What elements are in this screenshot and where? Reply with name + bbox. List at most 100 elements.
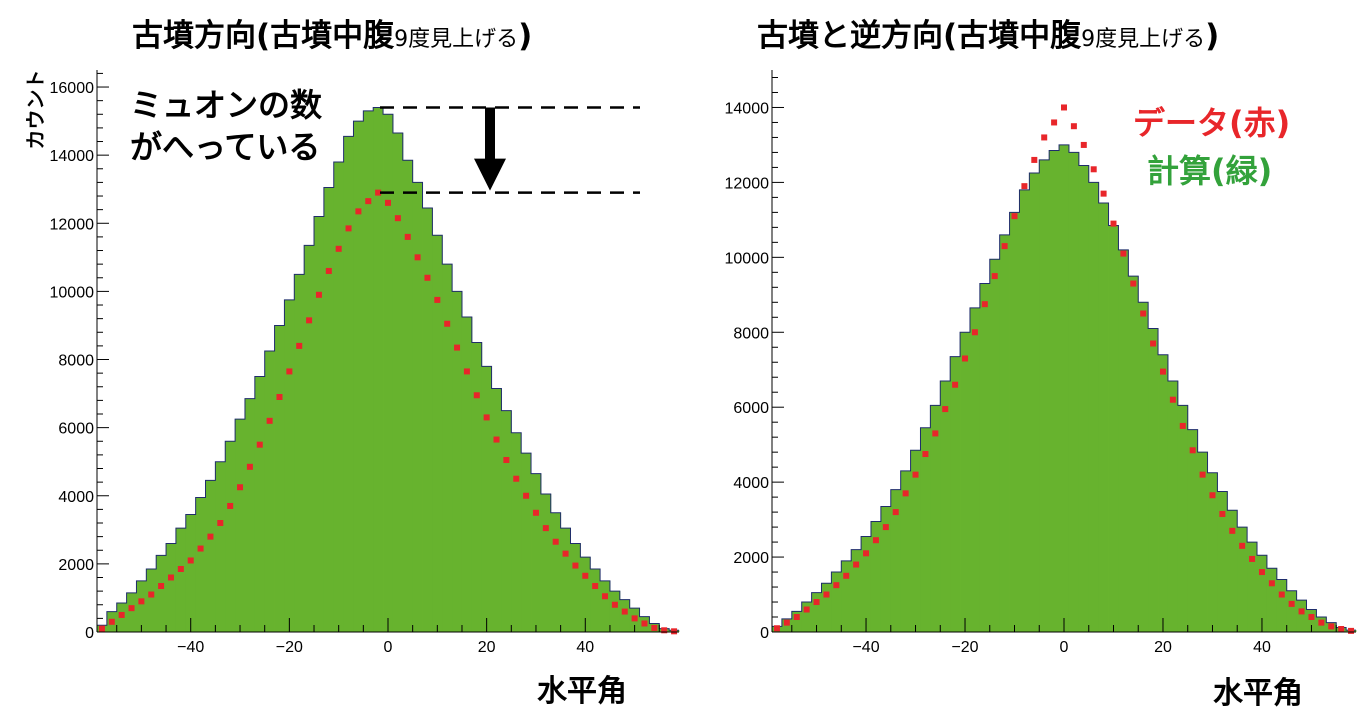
data-point (1338, 626, 1345, 633)
histogram-bar (392, 133, 404, 632)
data-point (611, 601, 618, 608)
annotation-line-2: がへっている (130, 128, 321, 166)
data-point (1159, 368, 1166, 375)
histogram-bar (890, 489, 902, 632)
data-point (1169, 396, 1176, 403)
data-point (1140, 310, 1147, 317)
data-point (1298, 608, 1305, 615)
data-point (1021, 183, 1028, 190)
histogram-bar (353, 121, 364, 632)
data-point (355, 208, 362, 215)
data-point (912, 471, 919, 478)
data-point (1080, 141, 1087, 148)
histogram-bar (294, 274, 305, 632)
histogram-bar (442, 264, 453, 632)
histogram-bar (175, 528, 187, 632)
data-point (1061, 104, 1067, 111)
histogram-bar (1227, 510, 1238, 632)
data-point (843, 572, 850, 579)
histogram-bar (461, 316, 473, 632)
histogram-bar (215, 461, 226, 632)
x-tick-label: 0 (1060, 639, 1069, 656)
data-point (98, 625, 105, 632)
histogram-bar (1177, 405, 1189, 632)
data-point (463, 368, 470, 375)
data-point (823, 591, 830, 598)
data-point (942, 406, 949, 413)
data-point (207, 533, 214, 540)
y-tick-label: 8000 (733, 325, 769, 342)
chart-title-right: 古墳と逆方向(古墳中腹9度見上げる) (757, 10, 1219, 55)
histogram-bar (205, 480, 216, 632)
histogram-outline (96, 106, 679, 632)
histogram-bar (1276, 579, 1288, 632)
histogram-bar (422, 207, 433, 633)
histogram-bar (501, 410, 512, 632)
histogram-bar (146, 568, 157, 632)
data-point (148, 591, 155, 598)
histogram-bar (373, 107, 384, 632)
histogram-bar (343, 136, 354, 632)
data-point (1090, 166, 1097, 173)
histogram-bar (1296, 600, 1307, 632)
y-tick-label: 2000 (733, 550, 769, 567)
data-point (513, 475, 520, 482)
histogram-bar (521, 453, 532, 632)
data-point (335, 245, 342, 252)
histogram-bar (1088, 182, 1100, 632)
data-point (922, 451, 929, 458)
data-point (991, 273, 998, 280)
x-tick-label: 0 (384, 639, 393, 656)
data-point (158, 583, 165, 590)
y-tick-label: 2000 (58, 557, 94, 574)
data-point (1239, 542, 1246, 549)
histogram-bar (1247, 542, 1258, 632)
data-point (1318, 619, 1325, 626)
x-tick-label: −20 (951, 639, 978, 656)
histogram-bar (1148, 328, 1159, 632)
data-point (375, 189, 382, 196)
histogram-bar (284, 299, 295, 632)
data-point (444, 320, 451, 327)
data-point (971, 329, 978, 336)
histogram-bar (969, 307, 981, 632)
x-tick-label: 20 (478, 639, 496, 656)
histogram-bar (880, 506, 892, 632)
data-point (833, 582, 840, 589)
histogram-bar (264, 351, 275, 632)
data-point (542, 525, 549, 532)
histogram-bar (1029, 173, 1040, 633)
histogram-bar (452, 291, 463, 632)
chart-title-left: 古墳方向(古墳中腹9度見上げる) (132, 10, 532, 55)
histogram-bar (244, 398, 256, 632)
histogram-bar (609, 591, 621, 632)
data-point (882, 524, 889, 531)
histogram-bar (1068, 152, 1080, 632)
data-point (424, 274, 431, 281)
data-point (1249, 555, 1256, 562)
histogram-bar (930, 405, 941, 632)
data-point (863, 550, 870, 557)
data-point (483, 414, 490, 421)
x-axis-label-right: 水平角 (1213, 676, 1303, 711)
data-point (1219, 510, 1226, 517)
histogram-bar (156, 555, 167, 632)
y-tick-label: 4000 (733, 475, 769, 492)
histogram-bar (870, 521, 882, 632)
data-point (1209, 492, 1216, 499)
histogram-bar (304, 245, 315, 633)
histogram-bar (900, 470, 911, 632)
data-point (296, 342, 303, 349)
histogram-bar (950, 356, 961, 632)
histogram-bar (801, 602, 812, 632)
data-point (246, 463, 253, 470)
histogram-bar (550, 512, 562, 632)
y-tick-label: 14000 (725, 100, 770, 117)
data-point (237, 484, 244, 491)
data-point (256, 441, 263, 448)
histogram-bar (831, 572, 842, 632)
data-point (473, 392, 480, 399)
histogram-bar (1078, 165, 1090, 633)
data-point (167, 574, 174, 581)
histogram-bar (619, 599, 631, 632)
